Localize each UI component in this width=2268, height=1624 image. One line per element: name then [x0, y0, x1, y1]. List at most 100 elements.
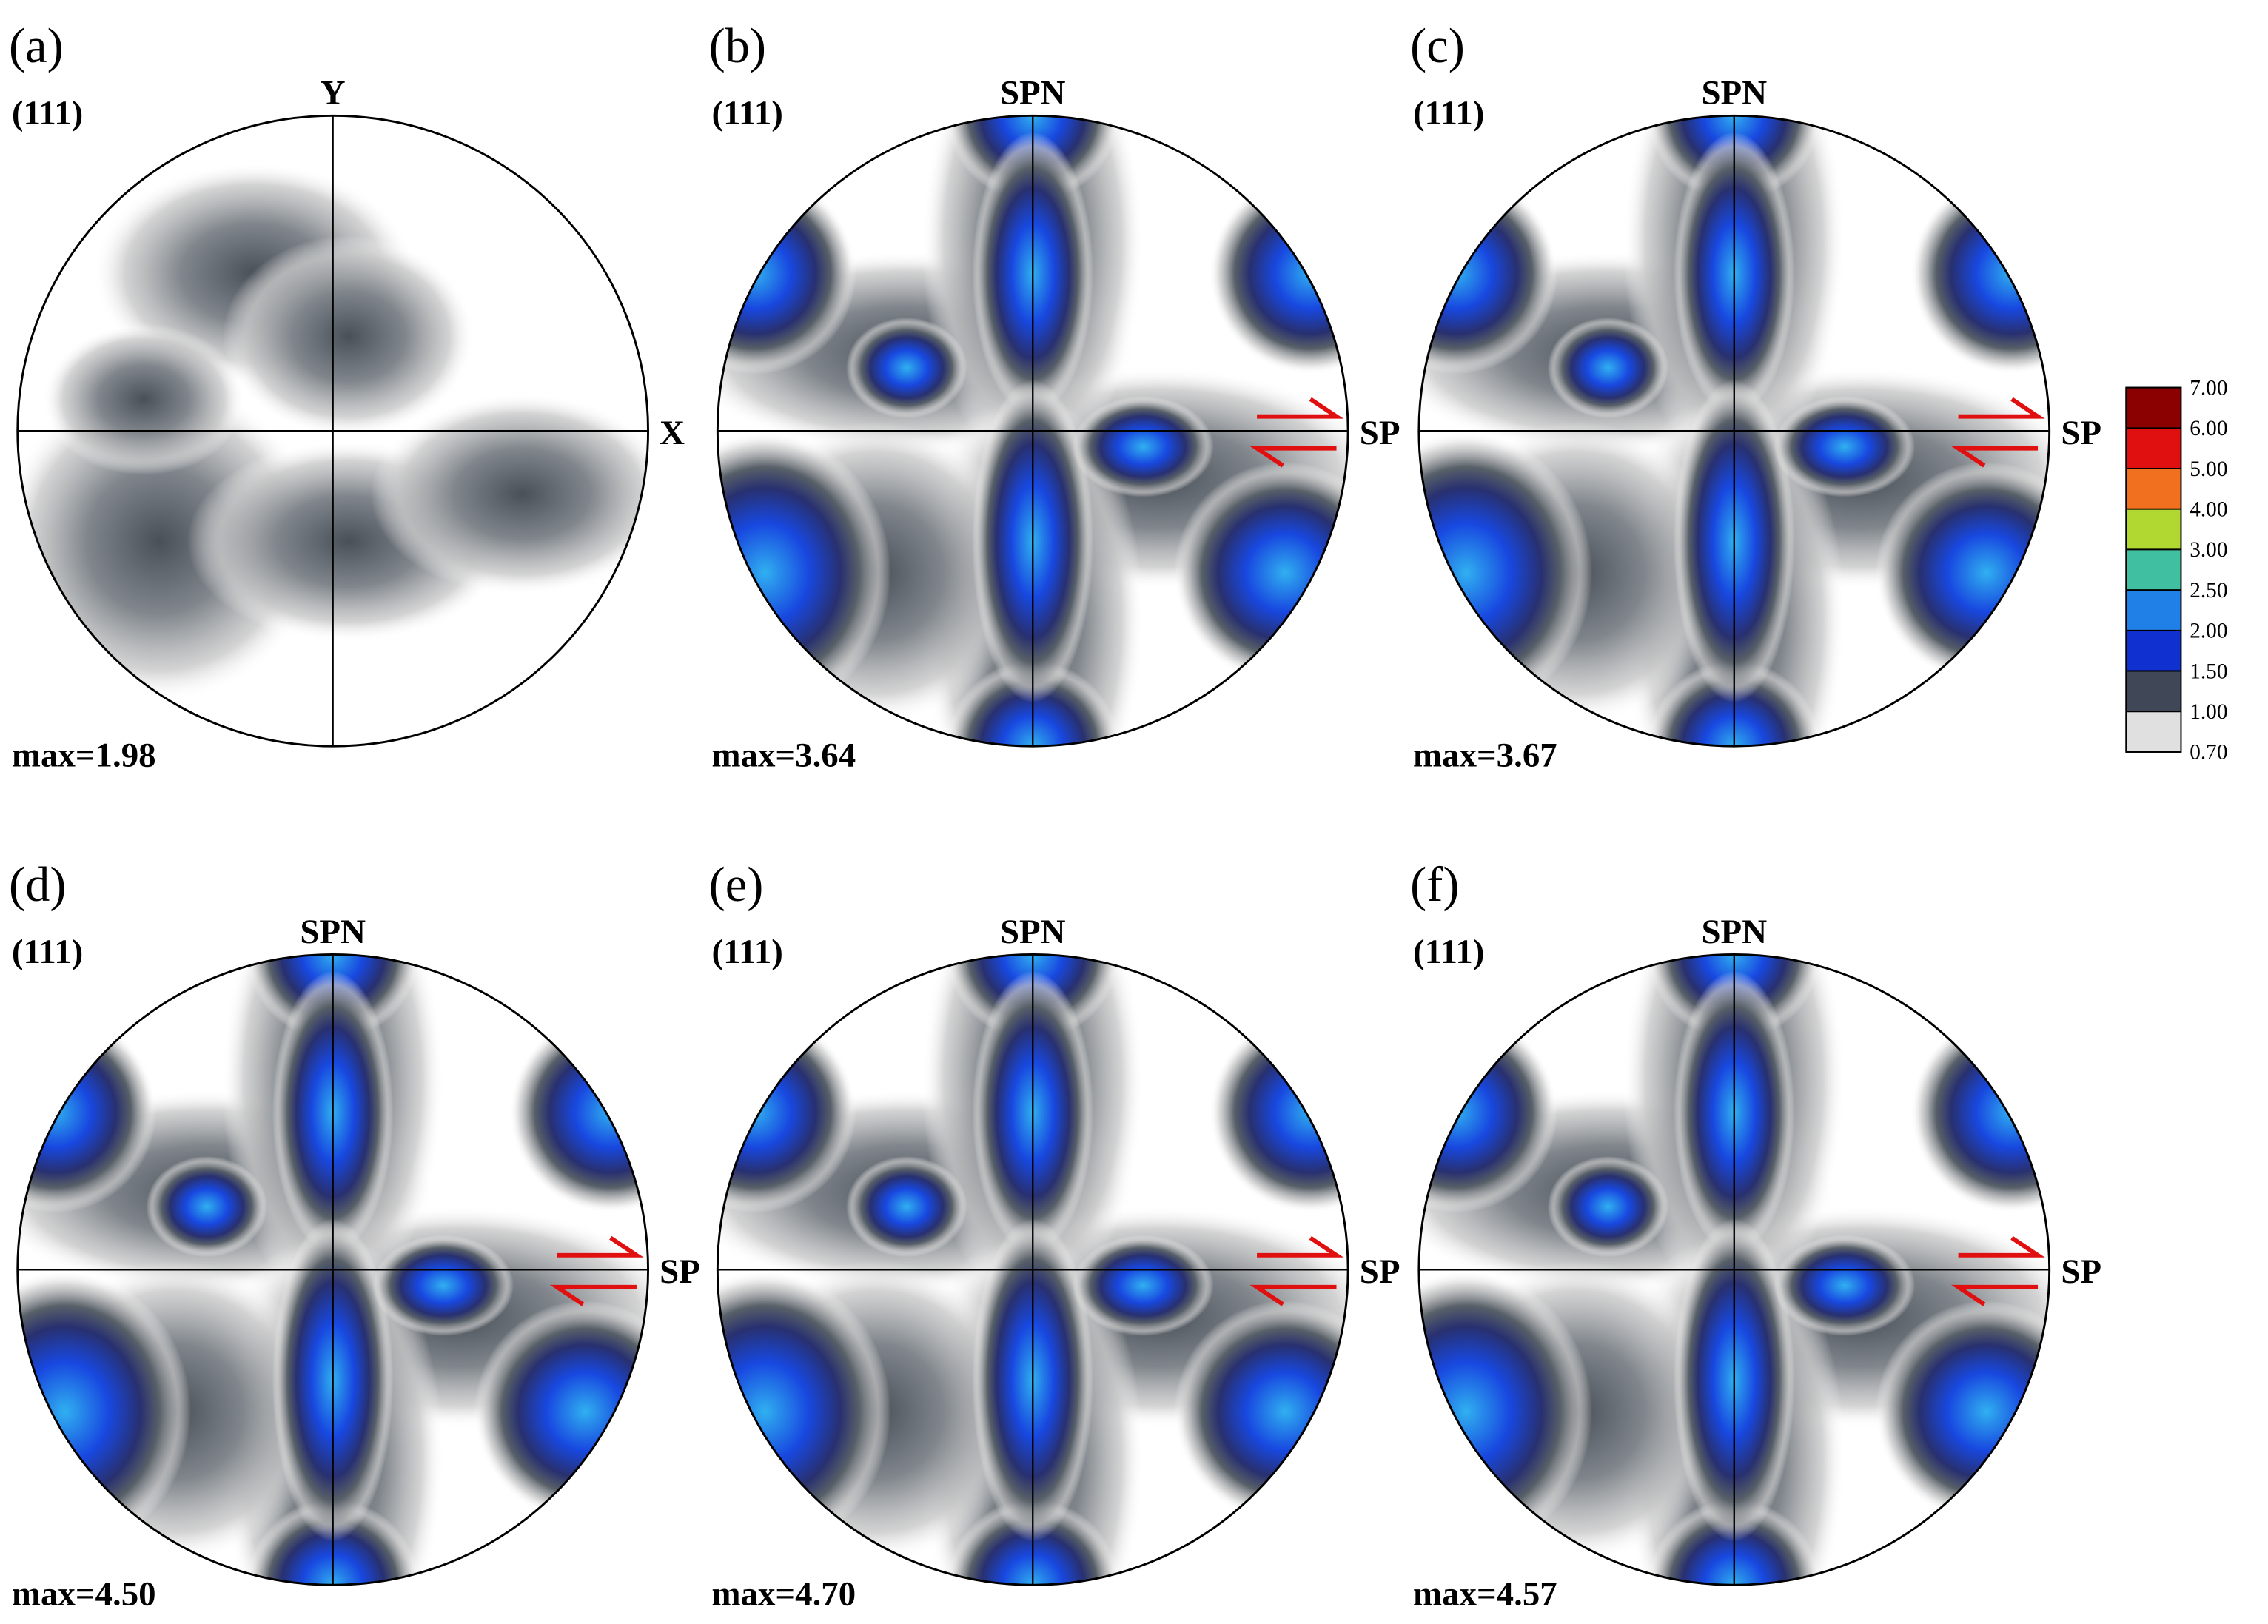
shear-arrow — [1958, 397, 2045, 419]
contours — [17, 954, 648, 1586]
contour-blob — [1209, 1011, 1349, 1213]
right-label: SP — [660, 1252, 700, 1291]
plane-label: (111) — [12, 933, 83, 971]
pole-outline — [716, 953, 1349, 1586]
top-label: SPN — [1702, 913, 1768, 951]
shear-arrow — [1257, 1235, 1344, 1258]
plane-label: (111) — [712, 94, 783, 132]
shear-arrow — [549, 1284, 637, 1306]
right-label: SP — [2061, 1252, 2101, 1291]
contour-blob — [474, 1301, 648, 1523]
shear-arrow — [1249, 1284, 1337, 1306]
contour-blob — [1418, 172, 1558, 375]
shear-arrow — [1249, 446, 1337, 468]
contour-blob — [846, 1156, 967, 1258]
contour-blob — [1209, 172, 1349, 375]
max-label: max=4.70 — [712, 1575, 856, 1614]
shear-arrow — [1958, 1235, 2045, 1258]
plane-label: (111) — [12, 94, 83, 132]
shear-arrow — [557, 1235, 644, 1258]
contour-blob — [1875, 1301, 2050, 1523]
max-label: max=3.67 — [1413, 736, 1557, 774]
max-label: max=4.50 — [12, 1575, 156, 1614]
contour-blob — [846, 317, 967, 419]
max-label: max=3.64 — [712, 736, 856, 774]
top-label: SPN — [1702, 74, 1768, 113]
pole-outline — [16, 114, 650, 748]
colorbar-band — [2126, 590, 2181, 631]
contour-blob — [372, 1235, 514, 1336]
contour-blob — [1418, 1270, 1593, 1553]
shear-arrow — [1950, 1284, 2039, 1306]
contour-blob — [1174, 461, 1349, 684]
panel-label: (a) — [9, 19, 64, 73]
contour-blob — [947, 954, 1119, 1041]
contour-blob — [1418, 1011, 1558, 1213]
right-label: SP — [1360, 1252, 1400, 1291]
contour-blob — [1910, 1011, 2050, 1213]
contour-blob — [717, 172, 856, 375]
contour-blob — [1910, 172, 2050, 375]
colorbar-label: 2.50 — [2190, 579, 2227, 603]
colorbar-band — [2126, 671, 2181, 712]
colorbar-band — [2126, 509, 2181, 550]
top-label: SPN — [1000, 74, 1066, 113]
contour-blob — [1547, 1156, 1669, 1258]
colorbar-band — [2126, 468, 2181, 509]
plane-label: (111) — [1413, 933, 1484, 971]
pole-outline — [1418, 114, 2051, 748]
pole-outline — [716, 114, 1349, 748]
contour-blob — [1547, 317, 1669, 419]
top-label: Y — [321, 74, 346, 113]
plane-label: (111) — [712, 933, 783, 971]
contour-blob — [1072, 396, 1214, 497]
shear-arrow — [1257, 397, 1344, 419]
right-label: SP — [2061, 414, 2101, 452]
contour-blob — [717, 432, 891, 714]
contour-blob — [1648, 660, 1820, 747]
top-label: SPN — [300, 913, 366, 951]
pole-outline — [16, 953, 650, 1586]
contour-blob — [146, 1156, 268, 1258]
colorbar-band — [2126, 387, 2181, 429]
max-label: max=1.98 — [12, 736, 156, 774]
contour-blob — [1174, 1301, 1349, 1523]
panel-label: (e) — [709, 858, 764, 912]
panel-label: (f) — [1410, 858, 1459, 912]
panel-label: (c) — [1410, 19, 1465, 73]
colorbar-label: 0.70 — [2190, 741, 2227, 765]
contour-blob — [1648, 954, 1820, 1041]
contour-blob — [42, 323, 245, 475]
contour-blob — [1774, 1235, 1916, 1336]
pole-outline — [1418, 953, 2051, 1586]
contour-blob — [947, 660, 1119, 747]
contours — [1418, 115, 2050, 747]
contour-blob — [509, 1011, 648, 1213]
colorbar-band — [2126, 549, 2181, 591]
colorbar-band — [2126, 630, 2181, 671]
top-label: SPN — [1000, 913, 1066, 951]
plane-label: (111) — [1413, 94, 1484, 132]
shear-arrow — [1950, 446, 2039, 468]
colorbar-label: 1.00 — [2190, 700, 2227, 724]
contour-blob — [1648, 115, 1820, 202]
panel-label: (b) — [709, 19, 766, 73]
max-label: max=4.57 — [1413, 1575, 1557, 1614]
colorbar: 7.00 6.00 5.00 4.00 3.00 2.50 2.00 1.50 1.00 0.70 — [2125, 376, 2227, 765]
colorbar-label: 3.00 — [2190, 538, 2227, 562]
contour-blob — [1072, 1235, 1214, 1336]
pole-figure: (c) (111) SPN SP max=3.67 — [1410, 19, 2101, 774]
pole-figure: (b) (111) SPN SP max=3.64 — [709, 19, 1400, 774]
pole-figure: (f) (111) SPN SP max=4.57 — [1410, 858, 2101, 1614]
contour-blob — [1418, 432, 1593, 714]
panel-label: (d) — [9, 858, 66, 912]
colorbar-label: 4.00 — [2190, 497, 2227, 521]
colorbar-label: 5.00 — [2190, 457, 2227, 481]
contour-blob — [17, 1270, 191, 1553]
contour-blob — [947, 115, 1119, 202]
colorbar-label: 1.50 — [2190, 660, 2227, 683]
right-label: X — [660, 414, 685, 452]
